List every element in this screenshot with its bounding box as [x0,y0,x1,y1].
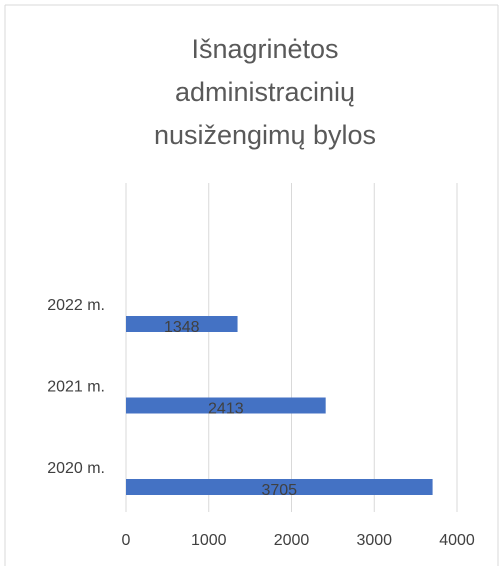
data-label: 3705 [261,482,297,499]
x-tick-label: 1000 [191,532,227,549]
y-tick-label: 2022 m. [47,297,105,314]
x-tick-label: 3000 [356,532,392,549]
y-tick-label: 2020 m. [47,460,105,477]
bar [126,316,238,332]
x-tick-label: 0 [122,532,131,549]
chart-title: Išnagrinėtos administracinių nusižengimų… [153,34,377,150]
data-label: 2413 [208,401,244,418]
data-label: 1348 [164,319,200,336]
y-tick-label: 2021 m. [47,379,105,396]
bar [126,479,433,495]
x-tick-label: 2000 [274,532,310,549]
bar [126,397,326,414]
x-tick-label: 4000 [439,532,475,549]
